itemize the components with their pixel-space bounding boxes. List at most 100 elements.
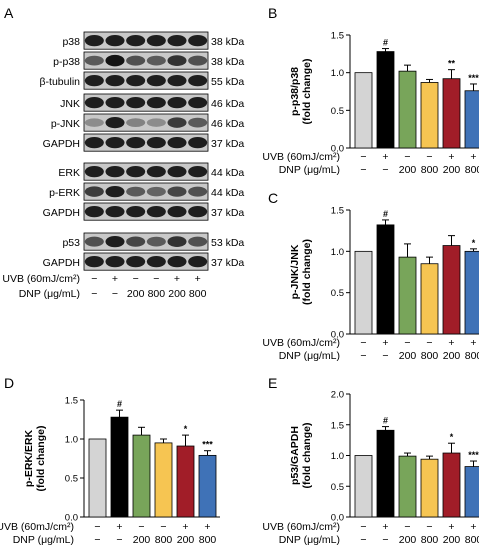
blot-band (146, 55, 166, 66)
chart-p-p38-p38: 0.00.51.01.5p-p38/p38 (fold change)#*****… (262, 31, 479, 176)
dnp-value: 800 (421, 534, 439, 546)
uvb-sign: + (182, 521, 188, 533)
y-axis-label-line2: (fold change) (35, 426, 47, 492)
bar (398, 455, 417, 518)
blot-uvb-sign: − (133, 273, 139, 285)
panel-label-c: C (268, 190, 278, 206)
blot-band (126, 34, 146, 47)
blot-band (84, 96, 104, 109)
bar (376, 429, 395, 518)
blot-protein-label: p-JNK (51, 118, 80, 130)
y-tick-label: 1.5 (331, 420, 344, 431)
blot-band (167, 55, 187, 66)
dnp-value: − (382, 164, 388, 176)
bar (420, 82, 439, 149)
blot-band (126, 255, 146, 268)
blot-band (167, 34, 187, 47)
blot-uvb-sign: − (153, 273, 159, 285)
blot-band (167, 136, 187, 149)
significance-marker: *** (468, 450, 479, 460)
blot-uvb-sign: + (195, 273, 201, 285)
dnp-label: DNP (μg/mL) (13, 534, 74, 546)
bar (442, 78, 461, 149)
blot-band (167, 255, 187, 268)
uvb-sign: − (160, 521, 166, 533)
dnp-value: 800 (465, 534, 479, 546)
uvb-sign: + (382, 151, 388, 163)
significance-marker: # (383, 416, 388, 426)
uvb-sign: − (360, 337, 366, 349)
blot-band (105, 185, 125, 198)
blot-band (105, 34, 125, 47)
blot-dnp-value: 800 (148, 288, 166, 300)
uvb-label: UVB (60mJ/cm²) (262, 337, 340, 349)
uvb-sign: + (448, 151, 454, 163)
blot-kda-label: 37 kDa (211, 138, 244, 150)
bar (198, 454, 217, 518)
bar (442, 452, 461, 518)
significance-marker: # (117, 399, 122, 409)
blot-band (105, 74, 125, 87)
blot-protein-label: GAPDH (43, 138, 80, 150)
blot-band (188, 96, 208, 109)
panel-label-b: B (268, 5, 277, 21)
uvb-sign: + (204, 521, 210, 533)
blot-band (105, 54, 125, 67)
uvb-label: UVB (60mJ/cm²) (262, 151, 340, 163)
uvb-sign: − (426, 151, 432, 163)
significance-marker: ** (448, 59, 456, 69)
y-tick-label: 0.5 (331, 106, 344, 117)
significance-marker: * (450, 432, 454, 442)
y-tick-label: 1.5 (331, 206, 344, 217)
uvb-sign: − (138, 521, 144, 533)
bar (132, 434, 151, 518)
blot-band (84, 205, 104, 218)
chart-p-jnk-jnk: 0.0 0.5 1.0 1.5 p-JNK/JNK (fold change) # * UVB … (262, 206, 479, 362)
blot-dnp-value: 200 (127, 288, 145, 300)
y-axis-label-line1: p53/GAPDH (289, 426, 301, 485)
blot-band (188, 205, 208, 218)
chart-p-erk-erk: 0.00.51.01.5p-ERK/ERK (fold change)#****U… (0, 396, 220, 546)
bar (376, 51, 395, 149)
dnp-label: DNP (μg/mL) (279, 164, 340, 176)
blot-band (167, 205, 187, 218)
uvb-sign: + (470, 151, 476, 163)
y-axis-label-line1: p-p38/p38 (289, 67, 301, 116)
blot-band (84, 236, 104, 247)
y-tick-label: 2.0 (331, 390, 344, 401)
bar (110, 416, 129, 518)
y-axis-label-line2: (fold change) (301, 239, 313, 305)
panel-label-e: E (268, 375, 277, 391)
blot-band (146, 136, 166, 149)
y-tick-label: 1.0 (331, 247, 344, 258)
blot-protein-label: p38 (62, 36, 80, 48)
dnp-value: 800 (465, 164, 479, 176)
panel-label-a: A (4, 5, 14, 21)
blot-band (126, 165, 146, 178)
dnp-value: − (382, 534, 388, 546)
blot-band (126, 55, 146, 66)
blot-band (188, 55, 208, 66)
blot-dnp-label: DNP (μg/mL) (19, 288, 80, 300)
blot-band (126, 205, 146, 218)
uvb-sign: − (360, 151, 366, 163)
blot-band (146, 118, 166, 127)
blot-protein-label: JNK (60, 98, 80, 110)
blot-band (126, 136, 146, 149)
uvb-label: UVB (60mJ/cm²) (262, 521, 340, 533)
blot-uvb-sign: − (91, 273, 97, 285)
blot-band (167, 117, 187, 128)
bar (464, 90, 479, 149)
blot-band (105, 96, 125, 109)
bar (398, 256, 417, 335)
blot-kda-label: 44 kDa (211, 167, 244, 179)
bar (398, 70, 417, 149)
blot-protein-label: ERK (58, 167, 80, 179)
dnp-value: − (360, 164, 366, 176)
blot-uvb-sign: + (112, 273, 118, 285)
significance-marker: *** (468, 73, 479, 83)
bar (354, 72, 373, 149)
uvb-sign: + (448, 521, 454, 533)
blot-band (167, 186, 187, 197)
y-tick-label: 0.0 (331, 330, 344, 341)
